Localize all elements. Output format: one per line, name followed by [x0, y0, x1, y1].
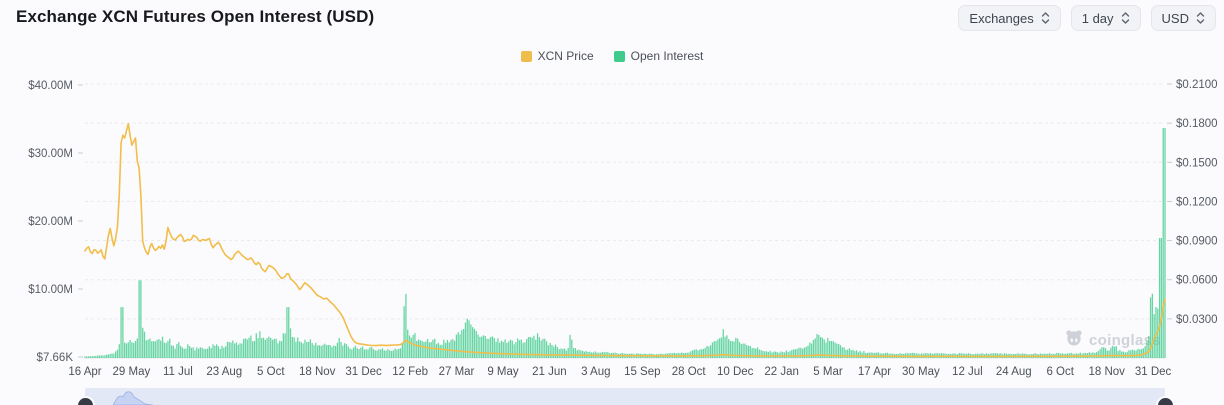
x-axis-label: 24 Aug	[996, 366, 1032, 378]
x-axis-label: 5 Oct	[257, 366, 285, 378]
chart-controls: Exchanges 1 day USD	[958, 5, 1216, 31]
xcn-price-line	[84, 123, 1166, 358]
x-axis-label: 27 Mar	[439, 366, 475, 378]
y-axis-label-left: $30.00M	[28, 148, 73, 160]
currency-select[interactable]: USD	[1150, 5, 1216, 31]
y-axis-label-left: $7.66K	[37, 352, 74, 364]
updown-chevron-icon	[1196, 11, 1205, 25]
open-interest-bars	[84, 127, 1166, 359]
legend-item-xcn-price[interactable]: XCN Price	[520, 49, 594, 63]
y-axis-label-left: $10.00M	[28, 284, 73, 296]
x-axis-label: 28 Oct	[672, 366, 707, 378]
x-axis-label: 21 Jun	[532, 366, 567, 378]
y-axis-label-right: $0.1500	[1176, 157, 1218, 169]
legend-item-open-interest[interactable]: Open Interest	[613, 49, 704, 63]
x-axis-label: 10 Dec	[717, 366, 754, 378]
y-axis-label-left: $20.00M	[28, 216, 73, 228]
y-axis-label-left: $40.00M	[28, 80, 73, 92]
range-navigator[interactable]	[85, 388, 1165, 405]
legend-swatch-xcn-price	[520, 50, 532, 62]
y-axis-label-right: $0.0300	[1176, 314, 1218, 326]
legend: XCN Price Open Interest	[0, 49, 1224, 63]
navigator-right-handle[interactable]	[1157, 398, 1173, 405]
x-axis-label: 16 Apr	[68, 366, 101, 378]
x-axis-label: 18 Nov	[1088, 366, 1125, 378]
x-axis-label: 18 Nov	[299, 366, 336, 378]
legend-label: XCN Price	[537, 49, 594, 63]
interval-select-label: 1 day	[1081, 10, 1114, 26]
navigator-mini-chart	[113, 391, 153, 405]
chart-title: Exchange XCN Futures Open Interest (USD)	[16, 7, 375, 26]
x-axis-label: 12 Feb	[392, 366, 428, 378]
x-axis-label: 3 Aug	[581, 366, 610, 378]
x-axis-label: 30 May	[902, 366, 940, 378]
x-axis-label: 31 Dec	[1135, 366, 1172, 378]
x-axis-label: 11 Jul	[163, 366, 193, 378]
y-axis-label-right: $0.1800	[1176, 118, 1218, 130]
x-axis-label: 17 Apr	[858, 366, 891, 378]
y-axis-label-right: $0.0900	[1176, 236, 1218, 248]
x-axis-label: 22 Jan	[764, 366, 799, 378]
exchanges-select[interactable]: Exchanges	[958, 5, 1061, 31]
chart-header: Exchange XCN Futures Open Interest (USD)…	[0, 0, 1224, 36]
y-axis-label-right: $0.1200	[1176, 196, 1218, 208]
updown-chevron-icon	[1041, 11, 1050, 25]
legend-label: Open Interest	[630, 49, 704, 63]
updown-chevron-icon	[1121, 11, 1130, 25]
x-axis-label: 23 Aug	[206, 366, 242, 378]
currency-select-label: USD	[1161, 10, 1189, 26]
interval-select[interactable]: 1 day	[1070, 5, 1141, 31]
x-axis-label: 9 May	[487, 366, 519, 378]
coinglass-logo-icon	[1064, 328, 1084, 353]
y-axis-label-right: $0.2100	[1176, 79, 1218, 91]
navigator-left-handle[interactable]	[77, 398, 93, 405]
x-axis-label: 29 May	[113, 366, 151, 378]
x-axis-label: 15 Sep	[624, 366, 660, 378]
x-axis-label: 12 Jul	[952, 366, 983, 378]
x-axis-label: 31 Dec	[345, 366, 382, 378]
legend-swatch-open-interest	[613, 50, 625, 62]
exchanges-select-label: Exchanges	[969, 10, 1034, 26]
y-axis-label-right: $0.0600	[1176, 275, 1218, 287]
watermark-text: coinglass	[1089, 332, 1161, 349]
x-axis-label: 6 Oct	[1046, 366, 1074, 378]
watermark: coinglass	[1064, 328, 1161, 353]
x-axis-label: 5 Mar	[813, 366, 843, 378]
